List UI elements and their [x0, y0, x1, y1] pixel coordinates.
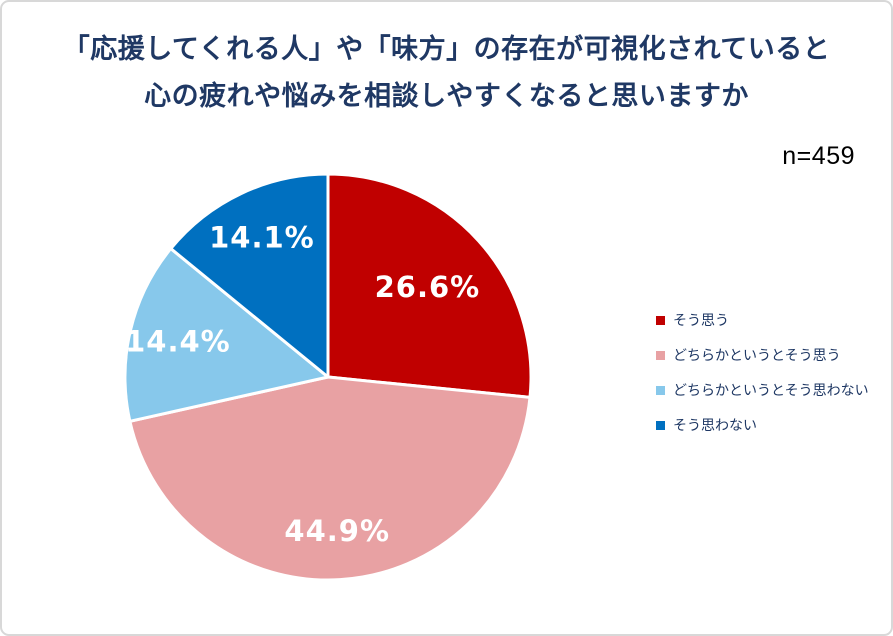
- sample-size-label: n=459: [782, 142, 855, 170]
- legend-item-3: そう思わない: [656, 418, 869, 433]
- pie-slice-0: [326, 172, 533, 399]
- legend-marker-2: [656, 386, 665, 395]
- legend-label-1: どちらかというとそう思う: [673, 347, 841, 363]
- legend-label-2: どちらかというとそう思わない: [673, 382, 869, 398]
- chart-title-line2: 心の疲れや悩みを相談しやすくなると思いますか: [144, 81, 749, 111]
- legend-label-3: そう思わない: [673, 417, 757, 433]
- chart-title-line1: 「応援してくれる人」や「味方」の存在が可視化されていると: [62, 34, 831, 64]
- legend-label-0: そう思う: [673, 312, 729, 328]
- pie-slice-value-label-2: 14.4%: [125, 325, 231, 359]
- pie-slice-value-label-3: 14.1%: [209, 221, 315, 255]
- legend-marker-3: [656, 421, 665, 430]
- pie-slice-1: [128, 375, 532, 582]
- legend-marker-1: [656, 351, 665, 360]
- chart-title: 「応援してくれる人」や「味方」の存在が可視化されていると 心の疲れや悩みを相談し…: [2, 26, 891, 120]
- pie-slice-value-label-0: 26.6%: [375, 270, 481, 304]
- legend-marker-0: [656, 316, 665, 325]
- legend-item-2: どちらかというとそう思わない: [656, 383, 869, 398]
- chart-legend: そう思う どちらかというとそう思う どちらかというとそう思わない そう思わない: [656, 313, 869, 433]
- legend-item-1: どちらかというとそう思う: [656, 348, 869, 363]
- legend-item-0: そう思う: [656, 313, 869, 328]
- pie-slice-3: [169, 172, 330, 379]
- pie-slice-2: [123, 247, 330, 423]
- pie-slice-value-label-1: 44.9%: [284, 514, 390, 548]
